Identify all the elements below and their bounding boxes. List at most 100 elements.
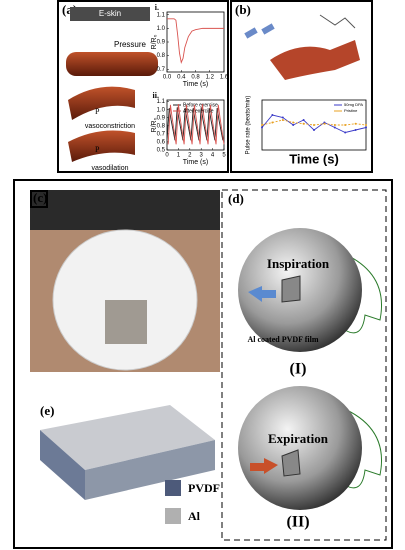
point <box>281 119 284 121</box>
point <box>333 126 336 129</box>
plot-area <box>166 99 225 151</box>
panel-label: (b) <box>235 2 251 17</box>
film <box>281 449 301 477</box>
x-tick-label: 0.0 <box>163 75 172 81</box>
chart-label: i. <box>155 3 159 12</box>
point <box>365 126 367 129</box>
panel-label: (e) <box>40 403 54 418</box>
y-tick-label: 0.5 <box>157 148 166 154</box>
x-tick-label: 1.2 <box>206 75 215 81</box>
point <box>323 122 326 125</box>
pvdf-patch <box>105 300 147 344</box>
expiration-text: Expiration <box>268 431 329 446</box>
point <box>302 122 305 125</box>
x-axis-label: Time (s) <box>183 81 208 88</box>
y-tick-label: 0.6 <box>157 140 166 146</box>
panel-label: (d) <box>228 191 244 206</box>
vessel <box>270 40 360 80</box>
legend-swatch <box>165 480 181 496</box>
line-series <box>167 103 225 145</box>
y-tick-label: 1.1 <box>157 12 166 18</box>
block-front <box>85 440 215 500</box>
point <box>313 129 315 131</box>
panel-frame <box>13 179 393 549</box>
x-tick-label: 1 <box>177 153 181 159</box>
x-tick-label: 5 <box>222 153 226 159</box>
legend-text: Before exercise <box>183 102 218 108</box>
legend-swatch <box>165 508 181 524</box>
chart-label: ii. <box>153 91 159 100</box>
molecule <box>319 14 356 29</box>
point <box>333 124 336 126</box>
vessel <box>68 86 135 120</box>
point <box>292 124 295 126</box>
point <box>313 124 315 126</box>
point <box>302 119 305 121</box>
y-axis-label: R/R₀ <box>151 117 158 132</box>
block-side <box>40 430 85 500</box>
y-tick-label: 1.0 <box>157 107 166 113</box>
x-axis-label: Time (s) <box>183 159 208 166</box>
legend-text: Al <box>188 509 201 523</box>
arrow-out <box>250 458 278 474</box>
point <box>281 116 284 119</box>
point <box>261 124 263 126</box>
label-box <box>30 190 48 208</box>
hair <box>30 190 220 230</box>
eskin-bar <box>70 7 150 21</box>
legend-text: 50mg DPA <box>344 102 363 107</box>
x-tick-label: 0.4 <box>177 75 186 81</box>
film-text: Al coated PVDF film <box>247 335 318 344</box>
line-series <box>167 18 224 64</box>
point <box>365 124 367 126</box>
x-axis-label: Time (s) <box>289 151 339 166</box>
point <box>271 121 274 124</box>
molecule <box>261 23 275 35</box>
point <box>354 129 357 131</box>
y-tick-label: 0.8 <box>157 53 166 59</box>
y-tick-label: 0.9 <box>157 40 166 46</box>
p-label: P <box>95 145 100 154</box>
inspiration-text: Inspiration <box>267 256 330 271</box>
point <box>271 114 274 116</box>
molecule <box>244 27 258 39</box>
point <box>354 122 357 125</box>
y-tick-label: 0.7 <box>157 67 166 73</box>
x-tick-label: 1.6 <box>220 75 229 81</box>
dashed-frame <box>221 189 387 541</box>
y-axis-label: Pulse rate (beats/min) <box>246 96 252 155</box>
film <box>281 275 301 303</box>
panel-frame <box>230 0 373 173</box>
vessel-cylinder <box>66 52 158 76</box>
arrow-in <box>248 286 276 302</box>
x-tick-label: 2 <box>188 153 192 159</box>
x-tick-label: 4 <box>211 153 215 159</box>
panel-frame <box>57 0 229 173</box>
y-tick-label: 1.0 <box>157 26 166 32</box>
y-tick-label: 0.7 <box>157 131 166 137</box>
eskin-text: E-skin <box>99 9 121 18</box>
y-tick-label: 1.1 <box>157 99 166 105</box>
numeral: (I) <box>290 361 307 378</box>
block-top <box>40 405 215 470</box>
p-label: P <box>95 107 100 116</box>
panel-label: (c) <box>33 190 47 205</box>
x-tick-label: 0 <box>165 153 169 159</box>
strap <box>334 404 382 489</box>
point <box>344 131 347 134</box>
strap <box>334 249 382 334</box>
point <box>292 121 295 124</box>
vaso-text: vasodilation <box>92 165 129 172</box>
legend-text: After exercise <box>183 108 214 114</box>
y-tick-label: 0.9 <box>157 115 166 121</box>
numeral: (II) <box>286 514 309 531</box>
plot-area <box>166 11 225 73</box>
legend-text: PVDF <box>188 481 220 495</box>
legend-text: Pristine <box>344 108 358 113</box>
vaso-text: vasoconstriction <box>85 123 135 130</box>
y-tick-label: 0.8 <box>157 123 166 129</box>
point <box>344 124 347 126</box>
x-tick-label: 0.8 <box>191 75 200 81</box>
pressure-text: Pressure <box>114 40 147 49</box>
